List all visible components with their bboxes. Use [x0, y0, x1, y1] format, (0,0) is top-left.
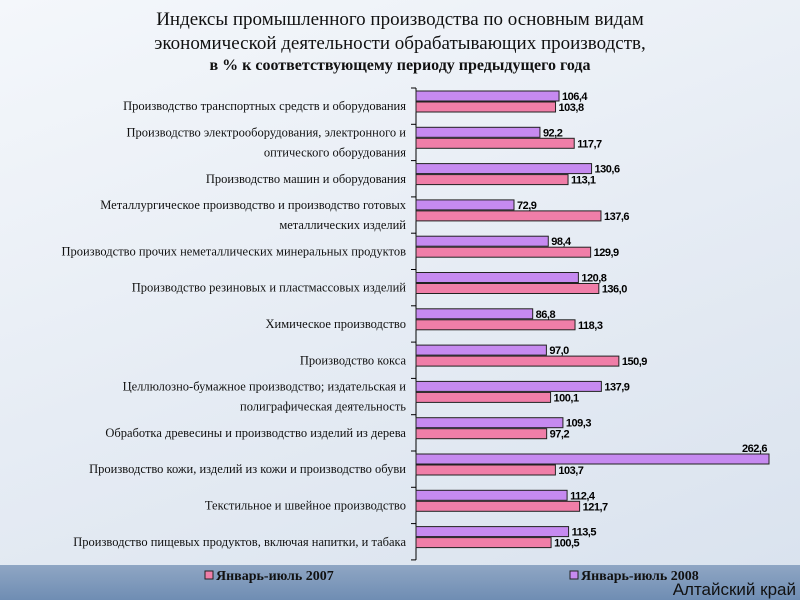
- category-label: Производство транспортных средств и обор…: [123, 99, 406, 113]
- data-label: 100,1: [554, 392, 579, 404]
- data-label: 72,9: [517, 200, 537, 212]
- category-label: Текстильное и швейное производство: [205, 498, 406, 512]
- bar: [415, 235, 549, 247]
- category-label: Производство резиновых и пластмассовых и…: [132, 281, 407, 295]
- title-line: Индексы промышленного производства по ос…: [156, 9, 644, 30]
- data-label: 100,5: [554, 538, 579, 550]
- bar: [415, 90, 560, 102]
- footer-band: [0, 565, 800, 600]
- data-label: 103,8: [559, 102, 584, 114]
- data-label: 117,7: [577, 138, 602, 150]
- data-label: 262,6: [742, 443, 767, 455]
- category-label: Металлургическое производство и производ…: [100, 198, 407, 212]
- category-label: полиграфическая деятельность: [240, 400, 406, 414]
- bar: [415, 199, 515, 211]
- bar: [415, 344, 547, 356]
- category-label: оптического оборудования: [264, 145, 406, 159]
- bar: [415, 308, 534, 320]
- category-label: Производство кокса: [300, 353, 407, 367]
- data-label: 103,7: [558, 465, 583, 477]
- legend-label: Январь-июль 2008: [581, 569, 699, 584]
- category-label: Производство машин и оборудования: [206, 172, 406, 186]
- region-label: Алтайский край: [672, 580, 796, 599]
- bar: [415, 380, 602, 392]
- data-label: 113,5: [572, 527, 597, 539]
- bar: [415, 163, 593, 175]
- data-label: 97,0: [549, 345, 569, 357]
- category-label: Химическое производство: [266, 317, 407, 331]
- data-label: 137,6: [604, 211, 629, 223]
- bar: [415, 453, 770, 465]
- data-label: 137,9: [604, 381, 629, 393]
- bar: [415, 500, 581, 512]
- category-label: Обработка древесины и производство издел…: [105, 426, 406, 440]
- legend-label: Январь-июль 2007: [216, 569, 334, 584]
- bar: [415, 417, 564, 429]
- bar: [415, 272, 579, 283]
- title-line: экономической деятельности обрабатывающи…: [154, 33, 646, 54]
- data-label: 118,3: [578, 320, 603, 332]
- bar: [415, 246, 592, 258]
- data-label: 109,3: [566, 418, 591, 430]
- bar: [415, 283, 600, 294]
- legend-swatch: [569, 570, 579, 580]
- title-line: в % к соответствующему периоду предыдуще…: [209, 57, 591, 74]
- data-label: 130,6: [595, 164, 620, 176]
- bar: [415, 210, 602, 222]
- data-label: 86,8: [536, 309, 556, 321]
- category-label: металлических изделий: [279, 218, 406, 232]
- data-label: 112,4: [570, 490, 596, 502]
- category-label: Производство прочих неметаллических мине…: [61, 244, 406, 258]
- category-label: Целлюлозно-бумажное производство; издате…: [123, 380, 407, 394]
- bar: [415, 489, 568, 501]
- bar: [415, 355, 620, 367]
- data-label: 97,2: [550, 429, 570, 441]
- data-label: 129,9: [594, 247, 619, 259]
- bar: [415, 391, 552, 403]
- data-label: 121,7: [583, 501, 608, 513]
- bar: [415, 137, 575, 149]
- bar: [415, 428, 548, 440]
- category-label: Производство пищевых продуктов, включая …: [73, 535, 406, 549]
- bar: [415, 526, 570, 538]
- data-label: 113,1: [571, 175, 596, 187]
- bar: [415, 126, 541, 138]
- data-label: 98,4: [551, 236, 572, 248]
- legend-swatch: [204, 570, 214, 580]
- bar: [415, 464, 556, 476]
- bar: [415, 537, 552, 549]
- chart-title: Индексы промышленного производства по ос…: [0, 8, 800, 76]
- category-label: Производство кожи, изделий из кожи и про…: [89, 462, 406, 476]
- data-label: 150,9: [622, 356, 647, 368]
- bar: [415, 319, 576, 331]
- data-label: 106,4: [562, 91, 588, 103]
- data-label: 92,2: [543, 127, 563, 139]
- data-label: 120,8: [581, 273, 606, 285]
- bar: [415, 101, 557, 113]
- data-label: 136,0: [602, 284, 627, 296]
- category-label: Производство электрооборудования, электр…: [126, 125, 406, 139]
- bar: [415, 174, 569, 186]
